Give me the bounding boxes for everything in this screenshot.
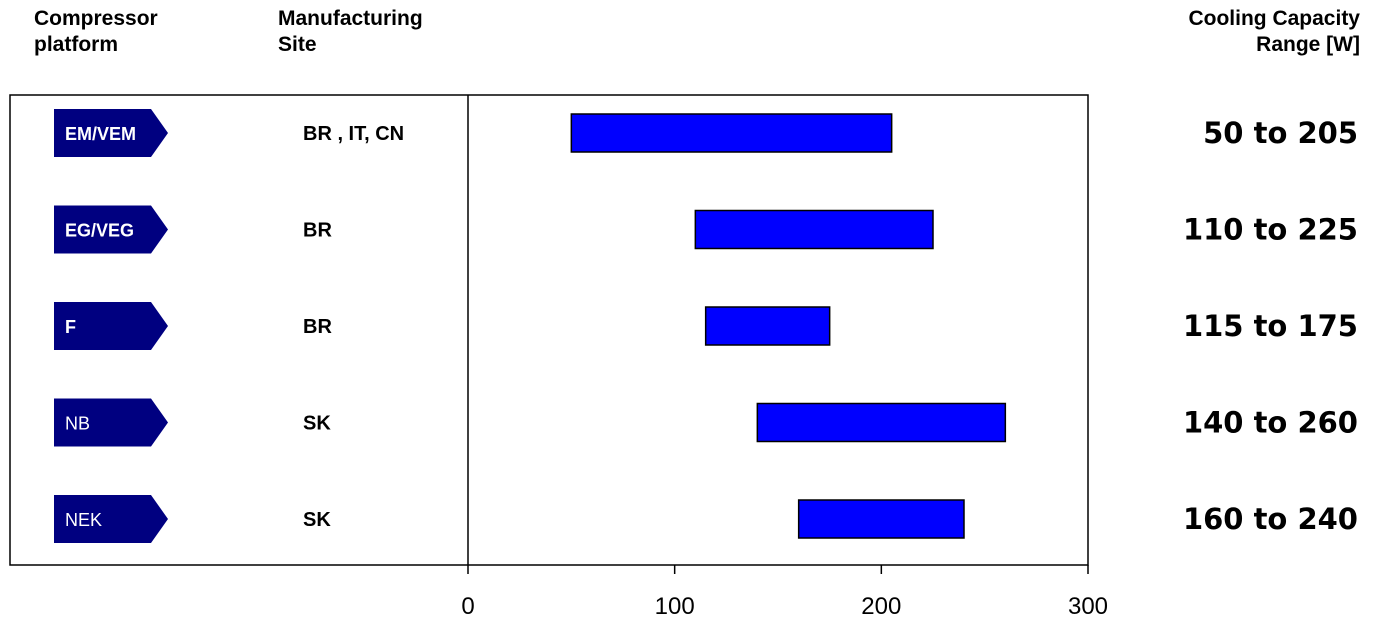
- platform-tag: [54, 495, 168, 543]
- range-value-label: 50 to 205: [1203, 116, 1358, 150]
- range-bar: [694, 209, 934, 250]
- platform-label: NEK: [65, 510, 102, 530]
- range-header-line-2: Range [W]: [1256, 33, 1360, 56]
- range-bar: [570, 113, 893, 153]
- platform-label: EG/VEG: [65, 221, 134, 241]
- range-value-label: 115 to 175: [1183, 309, 1358, 343]
- platform-tag: [54, 398, 168, 447]
- range-bar: [704, 306, 831, 346]
- x-tick-label: 200: [861, 593, 901, 619]
- site-column-header: Manufacturing Site: [278, 6, 423, 58]
- site-label: SK: [303, 509, 331, 531]
- range-bar: [756, 402, 1007, 443]
- site-label: BR: [303, 316, 332, 338]
- range-header-line-1: Cooling Capacity: [1188, 7, 1360, 30]
- platform-tag: [54, 205, 168, 254]
- site-label: BR , IT, CN: [303, 123, 404, 145]
- chart-frame: [9, 94, 1089, 566]
- site-label: BR: [303, 220, 332, 242]
- platform-label: NB: [65, 414, 90, 434]
- platform-label: F: [65, 317, 76, 337]
- range-value-label: 160 to 240: [1183, 502, 1358, 536]
- site-label: SK: [303, 413, 331, 435]
- platform-tag: [54, 302, 168, 350]
- platform-column-header: Compressor platform: [34, 6, 158, 58]
- x-tick-label: 100: [655, 593, 695, 619]
- platform-header-line-1: Compressor: [34, 7, 158, 30]
- site-header-line-1: Manufacturing: [278, 7, 423, 30]
- range-bar: [797, 499, 965, 539]
- site-header-line-2: Site: [278, 33, 317, 56]
- platform-tag: [54, 109, 168, 157]
- range-value-label: 110 to 225: [1183, 213, 1358, 247]
- range-value-label: 140 to 260: [1183, 406, 1358, 440]
- x-tick-label: 0: [461, 593, 474, 619]
- range-column-header: Cooling Capacity Range [W]: [1188, 6, 1360, 58]
- bars-layer: EM/VEM BR , IT, CN 50 to 205 EG/VEG BR 110 to…: [54, 109, 1358, 543]
- x-tick-label: 300: [1068, 593, 1108, 619]
- platform-header-line-2: platform: [34, 33, 118, 56]
- platform-label: EM/VEM: [65, 124, 136, 144]
- x-axis-ticks: 0 100 200 300: [461, 565, 1108, 619]
